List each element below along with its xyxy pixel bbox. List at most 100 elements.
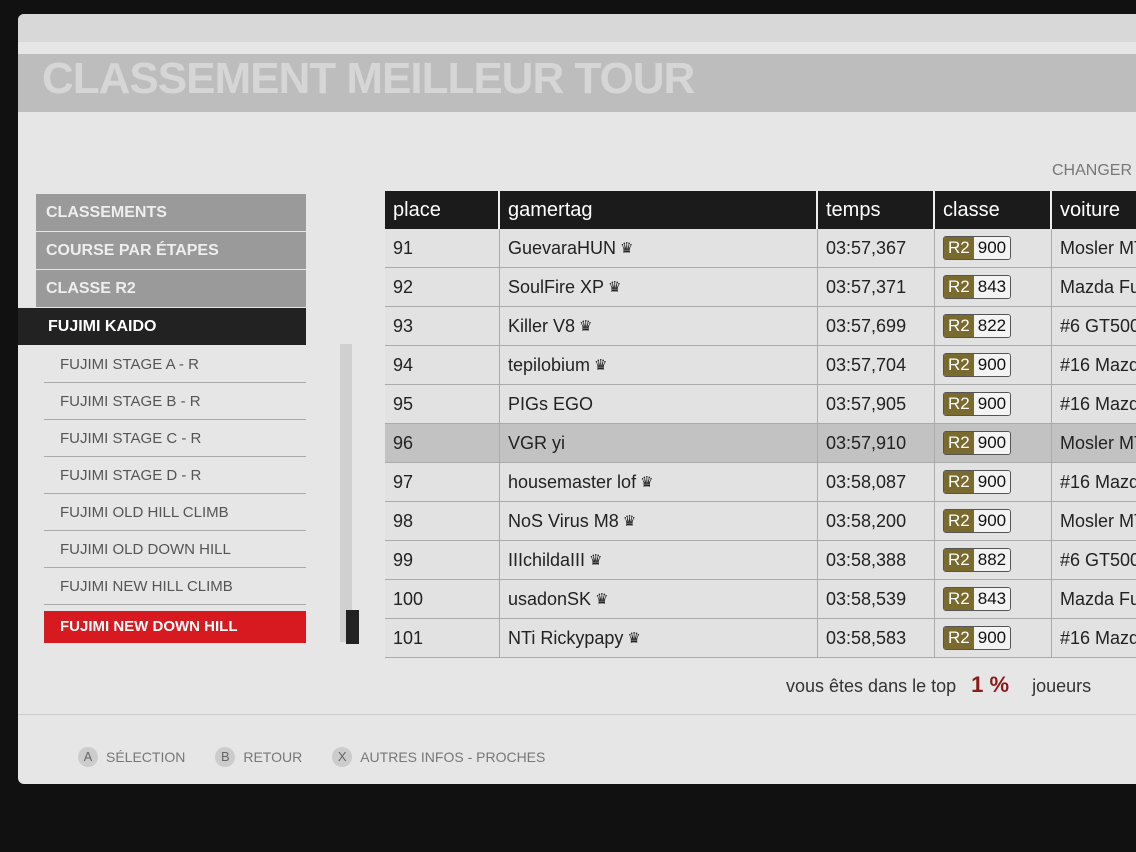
- gamertag-cell: usadonSK ♛: [500, 580, 818, 618]
- place: 99: [385, 541, 500, 579]
- gamertag-cell: GuevaraHUN ♛: [500, 229, 818, 267]
- car: #6 GT500 Su: [1052, 541, 1136, 579]
- lap-time: 03:58,200: [818, 502, 935, 540]
- scrollbar-track[interactable]: [340, 344, 352, 642]
- gamertag-cell: IIIchildaIII ♛: [500, 541, 818, 579]
- crown-icon: ♛: [627, 630, 641, 647]
- header-voiture: voiture: [1052, 191, 1136, 229]
- pi-value: 843: [973, 276, 1011, 298]
- lap-time: 03:58,539: [818, 580, 935, 618]
- menu-item[interactable]: FUJIMI STAGE C - R: [44, 420, 306, 457]
- select-hint[interactable]: A SÉLECTION: [78, 729, 185, 784]
- pi-value: 900: [973, 354, 1011, 376]
- breadcrumb-course[interactable]: COURSE PAR ÉTAPES: [36, 232, 306, 269]
- page-title: CLASSEMENT MEILLEUR TOUR: [42, 54, 695, 103]
- table-row[interactable]: 97 housemaster lof ♛ 03:58,087 R2 900 #16 …: [385, 463, 1136, 502]
- gamertag: VGR yi: [508, 432, 566, 453]
- table-row[interactable]: 101 NTi Rickypapy ♛ 03:58,583 R2 900 #16 M…: [385, 619, 1136, 658]
- gamertag: tepilobium: [508, 354, 591, 375]
- pi-value: 843: [973, 588, 1011, 610]
- top-value: 1 %: [971, 672, 1010, 697]
- class-badge: R2 900: [943, 509, 1012, 533]
- pi-value: 882: [973, 549, 1011, 571]
- gamertag: NTi Rickypapy: [508, 627, 624, 648]
- gamertag-cell: Killer V8 ♛: [500, 307, 818, 345]
- class-cell: R2 843: [935, 268, 1052, 306]
- top-percent: vous êtes dans le top 1 % joueurs: [786, 672, 1091, 698]
- gamertag: usadonSK: [508, 588, 592, 609]
- menu-item[interactable]: FUJIMI NEW HILL CLIMB: [44, 568, 306, 605]
- crown-icon: ♛: [595, 591, 609, 608]
- car: Mosler MT9: [1052, 502, 1136, 540]
- breadcrumb-classe[interactable]: CLASSE R2: [36, 270, 306, 307]
- game-screen: CLASSEMENT MEILLEUR TOUR CHANGER C CLASS…: [18, 14, 1136, 784]
- breadcrumb-classements[interactable]: CLASSEMENTS: [36, 194, 306, 231]
- category-menu: CLASSEMENTS COURSE PAR ÉTAPES CLASSE R2 …: [18, 194, 306, 643]
- class-letter: R2: [944, 237, 974, 259]
- class-letter: R2: [944, 549, 974, 571]
- class-cell: R2 900: [935, 385, 1052, 423]
- class-cell: R2 900: [935, 229, 1052, 267]
- lap-time: 03:57,371: [818, 268, 935, 306]
- more-info-hint[interactable]: X AUTRES INFOS - PROCHES: [332, 729, 545, 784]
- menu-item-selected[interactable]: FUJIMI NEW DOWN HILL: [44, 611, 306, 643]
- lap-time: 03:58,388: [818, 541, 935, 579]
- menu-item[interactable]: FUJIMI STAGE A - R: [44, 346, 306, 383]
- menu-item[interactable]: FUJIMI STAGE D - R: [44, 457, 306, 494]
- pi-value: 900: [973, 393, 1011, 415]
- pi-value: 900: [973, 432, 1011, 454]
- pi-value: 900: [973, 237, 1011, 259]
- crown-icon: ♛: [608, 279, 622, 296]
- active-track-group[interactable]: FUJIMI KAIDO: [18, 308, 306, 345]
- menu-item[interactable]: FUJIMI OLD HILL CLIMB: [44, 494, 306, 531]
- hint-label: RETOUR: [243, 748, 303, 765]
- lap-time: 03:57,910: [818, 424, 935, 462]
- crown-icon: ♛: [640, 474, 654, 491]
- header-place: place: [385, 191, 500, 229]
- change-button[interactable]: CHANGER C: [1051, 162, 1136, 179]
- menu-item[interactable]: FUJIMI OLD DOWN HILL: [44, 531, 306, 568]
- pi-value: 900: [973, 471, 1011, 493]
- class-letter: R2: [944, 471, 974, 493]
- gamertag: NoS Virus M8: [508, 510, 619, 531]
- gamertag-cell: NTi Rickypapy ♛: [500, 619, 818, 657]
- scrollbar-thumb[interactable]: [346, 610, 359, 644]
- lap-time: 03:57,367: [818, 229, 935, 267]
- menu-item[interactable]: FUJIMI STAGE B - R: [44, 383, 306, 420]
- class-letter: R2: [944, 432, 974, 454]
- place: 93: [385, 307, 500, 345]
- back-hint[interactable]: B RETOUR: [215, 729, 302, 784]
- gamertag-cell: VGR yi: [500, 424, 818, 462]
- b-button-icon: B: [215, 746, 236, 767]
- gamertag: housemaster lof: [508, 471, 637, 492]
- gamertag: SoulFire XP: [508, 276, 605, 297]
- class-cell: R2 822: [935, 307, 1052, 345]
- lap-time: 03:58,583: [818, 619, 935, 657]
- class-badge: R2 843: [943, 587, 1012, 611]
- a-button-icon: A: [78, 746, 98, 767]
- table-row[interactable]: 98 NoS Virus M8 ♛ 03:58,200 R2 900 Mosler …: [385, 502, 1136, 541]
- place: 101: [385, 619, 500, 657]
- class-badge: R2 900: [943, 353, 1012, 377]
- place: 91: [385, 229, 500, 267]
- class-cell: R2 882: [935, 541, 1052, 579]
- class-letter: R2: [944, 627, 974, 649]
- hint-label: AUTRES INFOS - PROCHES: [360, 748, 546, 765]
- pi-value: 900: [973, 510, 1011, 532]
- class-badge: R2 900: [943, 470, 1012, 494]
- crown-icon: ♛: [589, 552, 603, 569]
- place: 98: [385, 502, 500, 540]
- table-row[interactable]: 99 IIIchildaIII ♛ 03:58,388 R2 882 #6 GT50…: [385, 541, 1136, 580]
- class-badge: R2 882: [943, 548, 1012, 572]
- lap-time: 03:57,704: [818, 346, 935, 384]
- class-letter: R2: [944, 276, 974, 298]
- class-badge: R2 900: [943, 236, 1012, 260]
- car: #16 Mazda I: [1052, 463, 1136, 501]
